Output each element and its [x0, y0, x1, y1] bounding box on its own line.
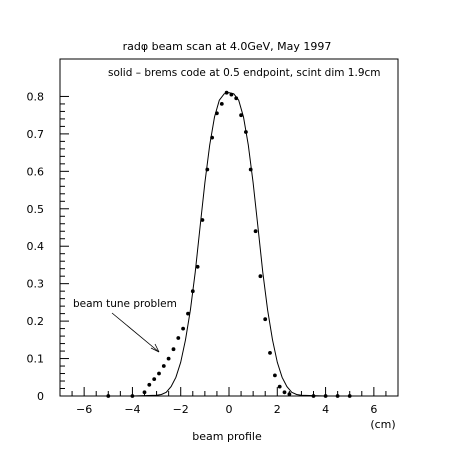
data-point — [239, 113, 244, 118]
chart-note: solid – brems code at 0.5 endpoint, scin… — [108, 67, 381, 79]
data-point — [161, 364, 166, 368]
data-point — [253, 229, 258, 234]
x-axis: −6 −4 −2 0 2 4 6 — [59, 387, 399, 416]
data-point — [219, 102, 224, 106]
y-tick-label: 0 — [37, 390, 44, 403]
data-point — [190, 289, 195, 294]
model-curve — [132, 92, 326, 397]
data-point — [287, 392, 292, 396]
data-point — [258, 274, 263, 279]
data-points — [106, 90, 352, 398]
y-tick-label: 0.8 — [27, 90, 45, 103]
data-point — [234, 96, 239, 101]
x-axis-label: beam profile — [192, 430, 262, 443]
data-point — [171, 347, 176, 352]
y-tick-label: 0.6 — [27, 165, 45, 178]
y-tick-label: 0.7 — [27, 128, 45, 141]
y-tick-label: 0.1 — [27, 353, 45, 366]
data-point — [263, 317, 268, 322]
data-point — [210, 135, 215, 140]
x-tick-label: 4 — [322, 403, 329, 416]
chart-title: radφ beam scan at 4.0GeV, May 1997 — [123, 40, 332, 53]
annotation-arrow-line — [111, 312, 160, 353]
plot-frame — [59, 58, 399, 397]
data-point — [152, 377, 157, 381]
data-point — [157, 371, 161, 376]
series-line — [132, 92, 326, 397]
data-point — [282, 390, 287, 395]
data-point — [195, 264, 200, 269]
x-tick-label: 6 — [370, 403, 377, 416]
y-tick-label: 0.5 — [27, 203, 45, 216]
data-point — [215, 111, 219, 116]
y-axis: 0 0.1 0.2 0.3 0.4 0.5 0.6 0.7 0.8 — [27, 90, 69, 403]
data-point — [181, 326, 186, 331]
x-tick-label: 0 — [226, 403, 233, 416]
x-axis-unit: (cm) — [370, 418, 395, 431]
data-point — [205, 167, 210, 172]
annotation-label: beam tune problem — [73, 298, 177, 310]
data-point — [106, 394, 111, 398]
data-point — [229, 92, 234, 97]
y-tick-label: 0.4 — [27, 240, 45, 253]
data-point — [176, 336, 181, 340]
y-tick-label: 0.3 — [27, 278, 45, 291]
data-point — [244, 130, 248, 134]
data-point — [186, 311, 190, 316]
data-point — [335, 394, 340, 398]
data-point — [130, 394, 135, 398]
data-point — [147, 382, 152, 387]
data-point — [224, 90, 229, 95]
data-point — [268, 351, 272, 355]
x-tick-label: −6 — [76, 403, 92, 416]
y-tick-label: 0.2 — [27, 315, 45, 328]
annotation-arrow-head — [150, 343, 160, 353]
data-point — [200, 218, 205, 222]
data-point — [273, 373, 277, 378]
x-tick-label: −2 — [173, 403, 189, 416]
data-point — [277, 384, 282, 389]
data-point — [142, 390, 147, 395]
data-point — [347, 394, 352, 398]
data-point — [248, 167, 253, 172]
data-point — [323, 394, 328, 398]
data-point — [166, 356, 171, 361]
x-tick-label: −4 — [124, 403, 140, 416]
data-point — [311, 394, 316, 398]
x-tick-label: 2 — [274, 403, 281, 416]
